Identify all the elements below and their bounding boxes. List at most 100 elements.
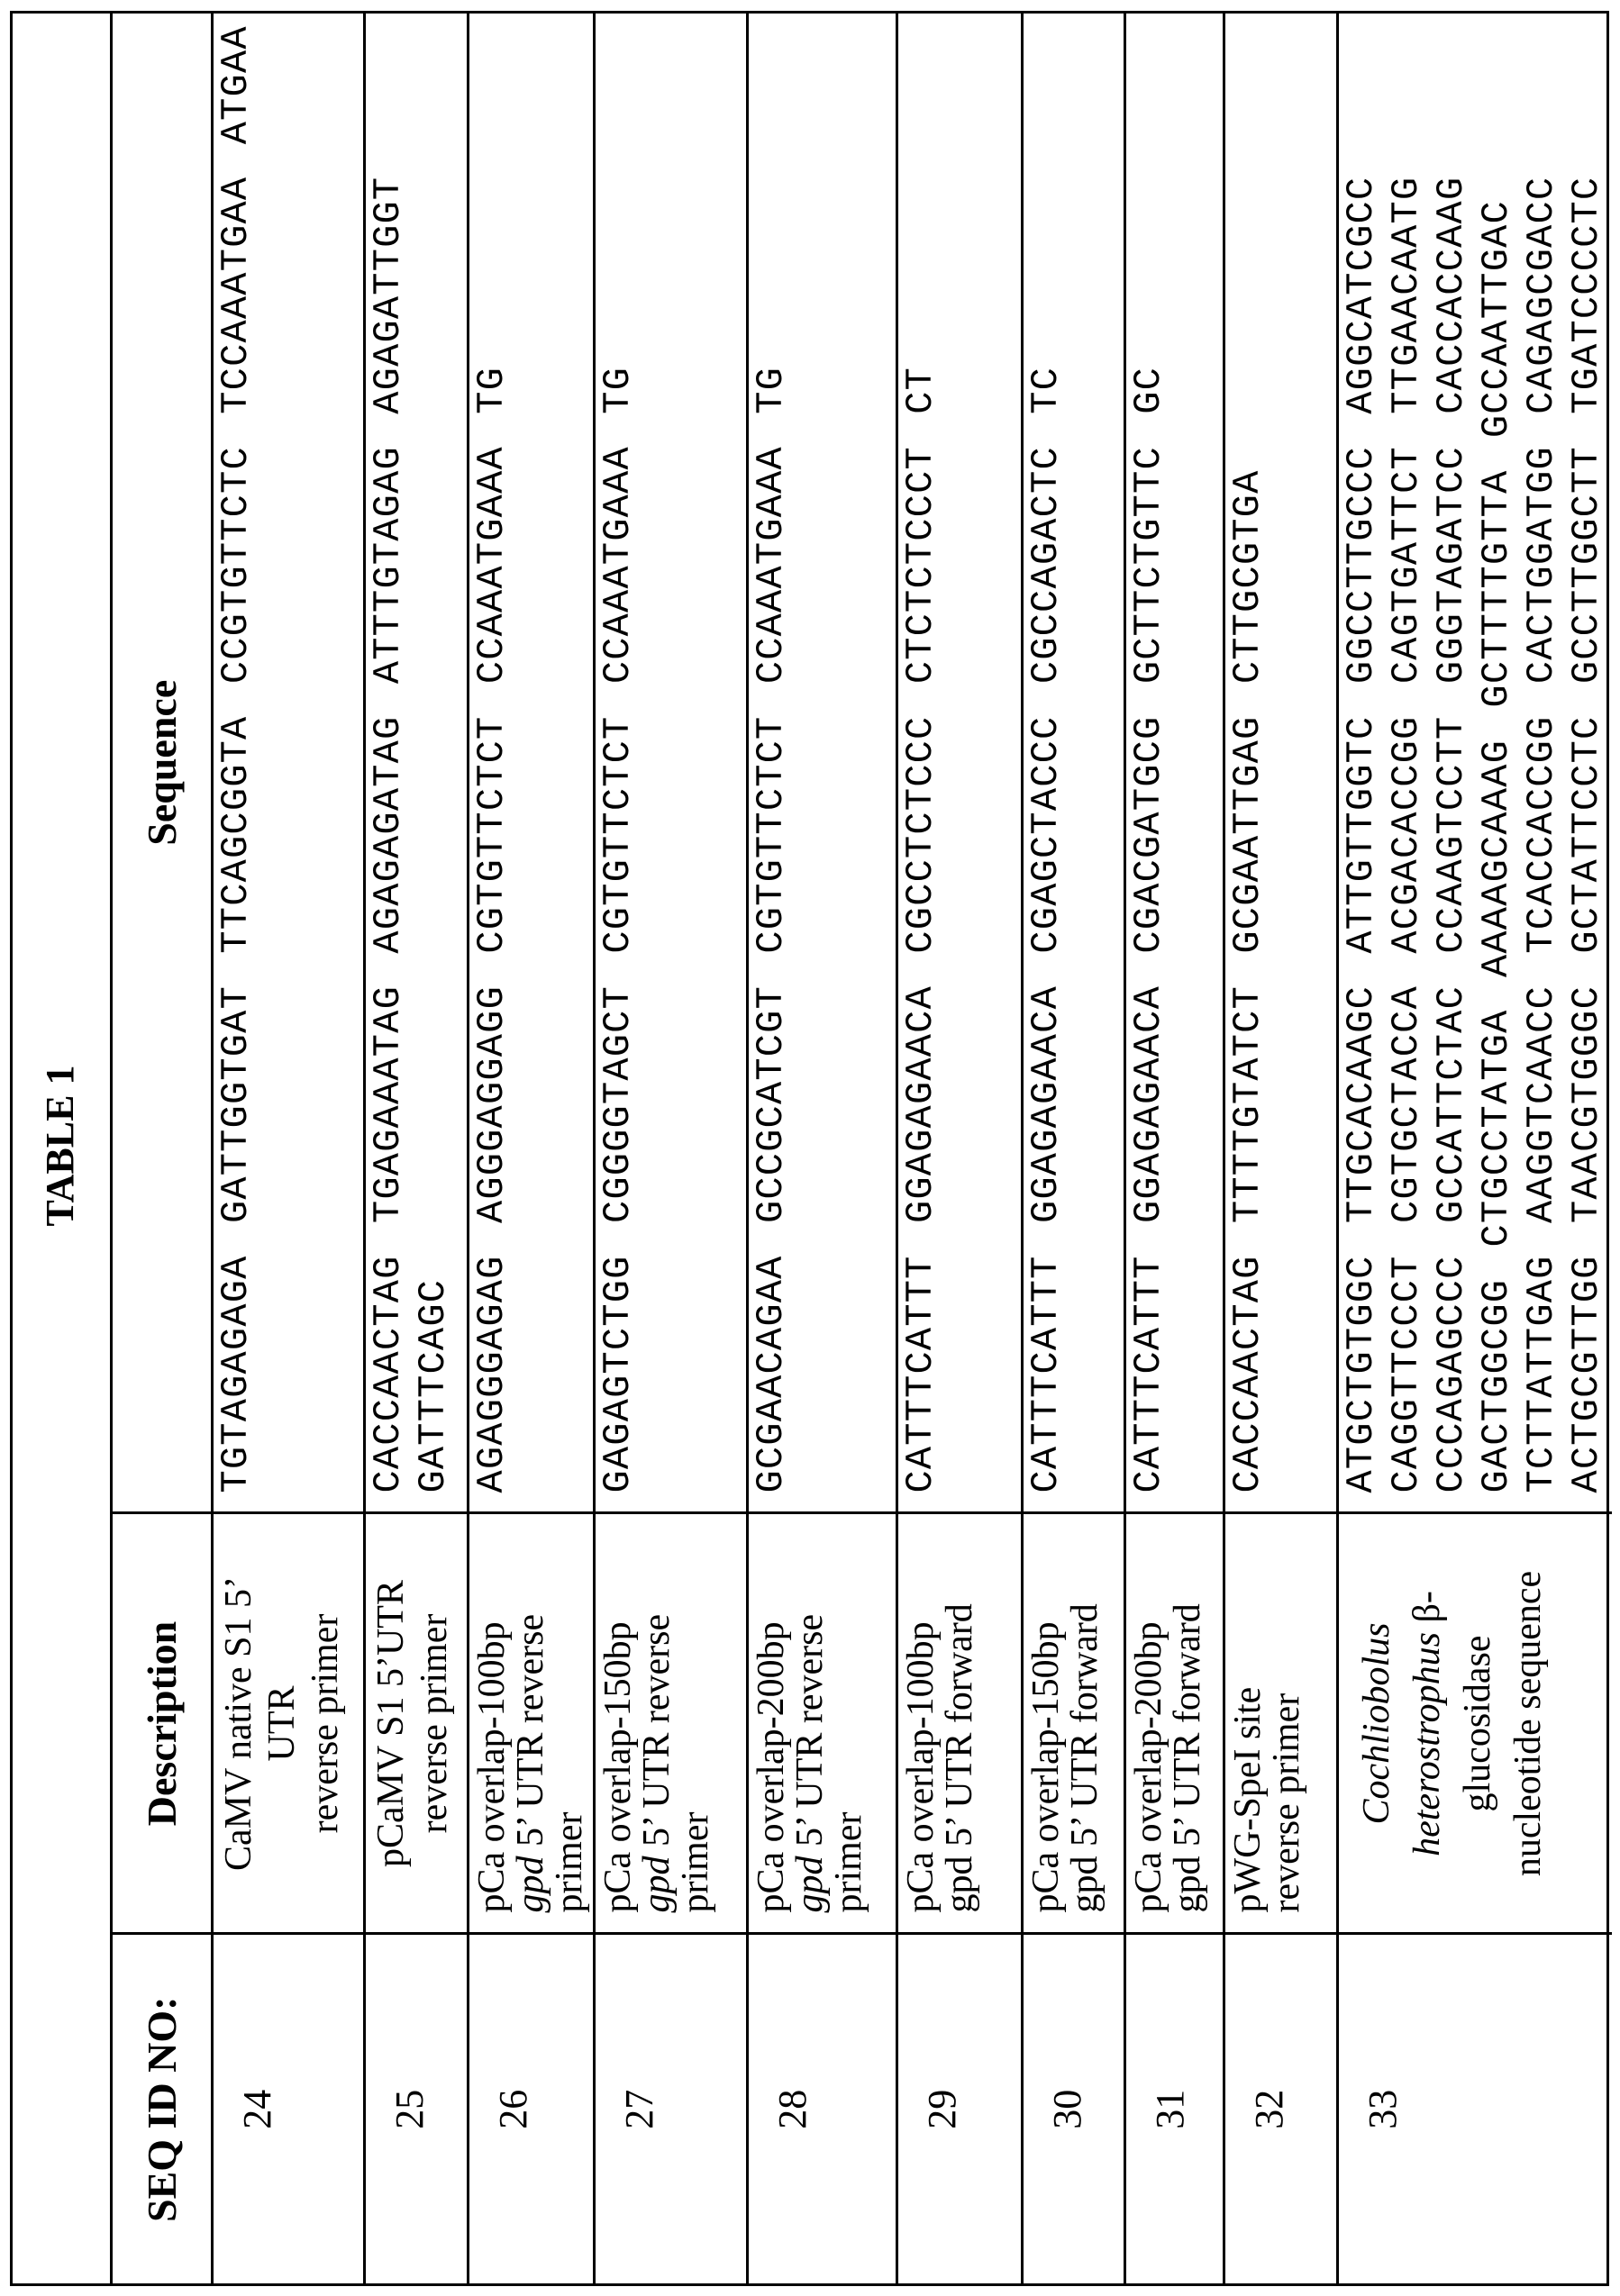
sequence-line: CACCAACTAG TGAGAAATAG AGAGAGATAG ATTTGTA… xyxy=(366,14,411,1493)
description-text: 5’ UTR reverse xyxy=(510,1614,551,1856)
sequence-line: TGTAGAGAGA GATTGGTGAT TTCAGCGGTA CCGTGTT… xyxy=(214,14,259,1493)
sequence-cell: CATTTCATTT GGAGAGAACA CGAGCTACCC CGCCAGA… xyxy=(1022,14,1124,1513)
description-text: primer xyxy=(828,1812,869,1913)
description-line: primer xyxy=(677,1524,715,1913)
description-cell: pCa overlap-200bpgpd 5’ UTR forward xyxy=(1124,1513,1224,1934)
sequence-line: ACTGCGTTGG TAACGTGGGC GCTATTCCTC GCCTTGG… xyxy=(1564,14,1609,1493)
sequence-cell: GCGAACAGAA GCCGCATCGT CGTGTTCTCT CCAAATG… xyxy=(747,14,896,1513)
description-text: pCa overlap-200bp xyxy=(1128,1621,1169,1912)
sequence-line: GAGAGTCTGG CGGGGTAGCT CGTGTTCTCT CCAAATG… xyxy=(596,14,641,1493)
description-text: nucleotide sequence xyxy=(1507,1571,1549,1876)
description-line: pWG-SpeI site xyxy=(1229,1524,1268,1913)
description-text: pCaMV S1 5’UTR xyxy=(370,1580,412,1867)
sequence-line: CATTTCATTT GGAGAGAACA CGACGATGCG GCTTCTG… xyxy=(1126,14,1171,1493)
description-cell: pCa overlap-100bpgpd 5’ UTR reverseprime… xyxy=(468,1513,594,1934)
description-text: 5’ UTR reverse xyxy=(789,1614,831,1856)
description-cell: pCa overlap-200bpgpd 5’ UTR reverseprime… xyxy=(747,1513,896,1934)
table-row: 26pCa overlap-100bpgpd 5’ UTR reversepri… xyxy=(468,14,594,2283)
title-band: TABLE 1 xyxy=(13,14,113,2283)
description-text: Cochliobolus xyxy=(1356,1623,1397,1825)
description-text: CaMV native S1 5’ xyxy=(218,1576,259,1871)
seq-id-cell: 30 xyxy=(1022,1934,1124,2283)
description-line: pCa overlap-100bp xyxy=(902,1524,941,1913)
description-text: primer xyxy=(549,1812,590,1913)
description-line: pCa overlap-200bp xyxy=(1130,1524,1169,1913)
description-line: Cochliobolus xyxy=(1352,1524,1402,1924)
description-cell: pCaMV S1 5’UTRreverse primer xyxy=(364,1513,468,1934)
description-text: pCa overlap-200bp xyxy=(751,1621,792,1912)
description-text: pCa overlap-100bp xyxy=(471,1621,513,1912)
sequence-line: CATTTCATTT GGAGAGAACA CGAGCTACCC CGCCAGA… xyxy=(1024,14,1069,1493)
seq-id-cell: 29 xyxy=(896,1934,1022,2283)
description-text: β- xyxy=(1406,1591,1448,1632)
description-line: gpd 5’ UTR forward xyxy=(1169,1524,1207,1913)
description-line: UTR xyxy=(260,1524,304,1924)
description-line: heterostrophus β- xyxy=(1402,1524,1452,1924)
table-row: 27pCa overlap-150bpgpd 5’ UTR reversepri… xyxy=(594,14,747,2283)
seq-id-cell: 31 xyxy=(1124,1934,1224,2283)
description-text: gpd xyxy=(636,1856,678,1913)
description-line: reverse primer xyxy=(413,1524,456,1924)
description-line: pCa overlap-200bp xyxy=(752,1524,791,1913)
seq-id-cell: 33 xyxy=(1337,1934,1612,2283)
description-text: gpd 5’ UTR forward xyxy=(1064,1603,1106,1912)
description-text: reverse primer xyxy=(305,1614,346,1834)
description-text: pCa overlap-100bp xyxy=(900,1621,942,1912)
sequence-cell: CACCAACTAG TTTTGTATCT GCGAATTGAG CTTGCGT… xyxy=(1224,14,1337,1513)
description-line: reverse primer xyxy=(304,1524,347,1924)
seq-id-cell: 25 xyxy=(364,1934,468,2283)
description-text: glucosidase xyxy=(1457,1636,1498,1812)
description-line: CaMV native S1 5’ xyxy=(217,1524,260,1924)
description-text: pWG-SpeI site xyxy=(1227,1687,1269,1913)
header-description: Description xyxy=(113,1513,212,1934)
description-line: pCaMV S1 5’UTR xyxy=(369,1524,413,1924)
rotated-table-frame: TABLE 1 SEQ ID NO: Description Sequence … xyxy=(10,11,1609,2286)
table-row: 31pCa overlap-200bpgpd 5’ UTR forwardCAT… xyxy=(1124,14,1224,2283)
description-cell: pWG-SpeI sitereverse primer xyxy=(1224,1513,1337,1934)
description-cell: pCa overlap-150bpgpd 5’ UTR reverseprime… xyxy=(594,1513,747,1934)
description-line: gpd 5’ UTR reverse xyxy=(791,1524,830,1913)
sequence-line: CATTTCATTT GGAGAGAACA CGCCTCTCCC CTCTCTC… xyxy=(898,14,943,1493)
sequence-cell: CATTTCATTT GGAGAGAACA CGCCTCTCCC CTCTCTC… xyxy=(896,14,1022,1513)
description-cell: CaMV native S1 5’UTRreverse primer xyxy=(212,1513,364,1934)
sequence-cell: CATTTCATTT GGAGAGAACA CGACGATGCG GCTTCTG… xyxy=(1124,14,1224,1513)
description-line: gpd 5’ UTR reverse xyxy=(512,1524,551,1913)
sequence-cell: AGAGGGAGAG AGGGAGGAGG CGTGTTCTCT CCAAATG… xyxy=(468,14,594,1513)
sequence-line: GCGAACAGAA GCCGCATCGT CGTGTTCTCT CCAAATG… xyxy=(749,14,794,1493)
description-text: gpd 5’ UTR forward xyxy=(1167,1603,1208,1912)
description-text: 5’ UTR reverse xyxy=(636,1614,678,1856)
description-text: gpd xyxy=(789,1856,831,1913)
sequence-cell: CACCAACTAG TGAGAAATAG AGAGAGATAG ATTTGTA… xyxy=(364,14,468,1513)
description-text: UTR xyxy=(261,1686,303,1762)
description-line: glucosidase xyxy=(1452,1524,1503,1924)
table-title: TABLE 1 xyxy=(38,1056,83,1236)
table-row: 30pCa overlap-150bpgpd 5’ UTR forwardCAT… xyxy=(1022,14,1124,2283)
seq-id-cell: 27 xyxy=(594,1934,747,2283)
description-text: reverse primer xyxy=(1266,1693,1307,1913)
sequence-line: GATTTCAGC xyxy=(411,14,456,1493)
sequence-line: GACTGGCGG CTGCCTATGA AAAAGCAAAG GCTTTTGT… xyxy=(1474,14,1519,1493)
table-row: 24CaMV native S1 5’UTRreverse primerTGTA… xyxy=(212,14,364,2283)
description-text: gpd xyxy=(510,1856,551,1913)
description-line: primer xyxy=(551,1524,589,1913)
sequence-line: AGAGGGAGAG AGGGAGGAGG CGTGTTCTCT CCAAATG… xyxy=(469,14,514,1493)
seq-id-cell: 24 xyxy=(212,1934,364,2283)
sequence-line: CACCAACTAG TTTTGTATCT GCGAATTGAG CTTGCGT… xyxy=(1225,14,1270,1493)
description-line: reverse primer xyxy=(1268,1524,1306,1913)
description-cell: pCa overlap-100bpgpd 5’ UTR forward xyxy=(896,1513,1022,1934)
description-line: nucleotide sequence xyxy=(1503,1524,1553,1924)
table-row: 28pCa overlap-200bpgpd 5’ UTR reversepri… xyxy=(747,14,896,2283)
description-line: pCa overlap-150bp xyxy=(1027,1524,1066,1913)
table-row: 29pCa overlap-100bpgpd 5’ UTR forward CAT… xyxy=(896,14,1022,2283)
description-line: pCa overlap-100bp xyxy=(473,1524,512,1913)
sequence-line: CAGGTTCCCT CGTGCTACCA ACGACACCGG CAGTGAT… xyxy=(1384,14,1429,1493)
description-text: reverse primer xyxy=(414,1614,455,1834)
seq-id-cell: 26 xyxy=(468,1934,594,2283)
sequence-cell: GAGAGTCTGG CGGGGTAGCT CGTGTTCTCT CCAAATG… xyxy=(594,14,747,1513)
description-line: primer xyxy=(830,1524,869,1913)
description-cell: Cochliobolusheterostrophus β-glucosidase… xyxy=(1337,1513,1612,1934)
seq-id-cell: 32 xyxy=(1224,1934,1337,2283)
table-row: 32pWG-SpeI sitereverse primerCACCAACTAG … xyxy=(1224,14,1337,2283)
description-cell: pCa overlap-150bpgpd 5’ UTR forward xyxy=(1022,1513,1124,1934)
sequence-line: ATGCTGTGGC TTGCACAAGC ATTGTTGGTC GGCCTTG… xyxy=(1339,14,1384,1493)
